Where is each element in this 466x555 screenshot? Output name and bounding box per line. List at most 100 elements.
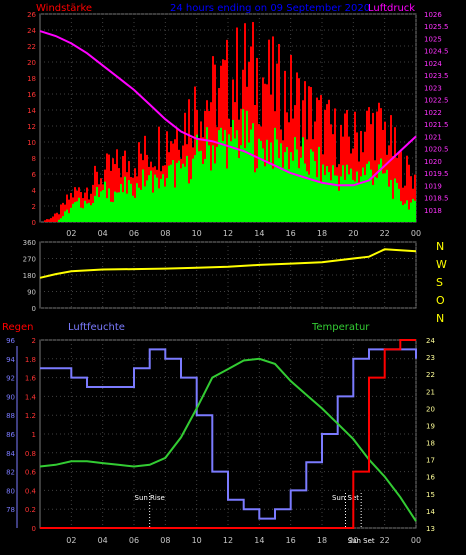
wind-bar bbox=[236, 130, 238, 222]
wind-bar bbox=[122, 192, 124, 222]
gust-bar bbox=[272, 36, 274, 223]
wind-bar bbox=[360, 176, 362, 222]
gust-bar bbox=[354, 111, 356, 222]
gust-bar bbox=[108, 154, 110, 222]
wind-bar bbox=[222, 141, 224, 222]
rain-humidity-temp-series bbox=[39, 339, 417, 529]
gust-bar bbox=[140, 153, 142, 222]
wind-bar bbox=[392, 198, 394, 222]
wind-bar bbox=[134, 197, 136, 222]
wind-bar bbox=[162, 174, 164, 222]
gust-bar bbox=[334, 108, 336, 222]
gust-bar bbox=[52, 216, 54, 222]
wind-bar bbox=[240, 145, 242, 222]
direction-tick-label: 360 bbox=[23, 239, 36, 247]
temperature-tick-label: 16 bbox=[426, 474, 435, 482]
wind-tick-label: 24 bbox=[27, 27, 36, 35]
wind-bar bbox=[138, 187, 140, 222]
wind-bar bbox=[190, 179, 192, 222]
gust-bar bbox=[110, 170, 112, 222]
wind-bar bbox=[228, 134, 230, 222]
wind-bar bbox=[232, 119, 234, 222]
wind-bar bbox=[188, 183, 190, 222]
wind-bar bbox=[178, 160, 180, 222]
wind-bar bbox=[68, 213, 70, 222]
gust-bar bbox=[60, 204, 62, 222]
wind-bar bbox=[366, 163, 368, 222]
rain-tick-label: 2 bbox=[32, 337, 36, 345]
wind-bar bbox=[374, 176, 376, 222]
direction-tick-label: 270 bbox=[23, 256, 36, 264]
gust-bar bbox=[324, 109, 326, 222]
rain-tick-label: 0.2 bbox=[25, 506, 36, 514]
temperature-tick-label: 17 bbox=[426, 457, 435, 465]
wind-bar bbox=[156, 177, 158, 222]
compass-label: S bbox=[436, 276, 443, 289]
wind-bar bbox=[362, 167, 364, 222]
wind-bar bbox=[400, 201, 402, 222]
wind-bar bbox=[350, 168, 352, 222]
gust-bar bbox=[210, 102, 212, 222]
direction-axis-ticks: 0 90 180 270 360 bbox=[23, 239, 36, 313]
wind-bar bbox=[96, 186, 98, 222]
pressure-axis-ticks: 1018 1018.5 1019 1019.5 1020 1020.5 1021 1021.5… bbox=[424, 11, 449, 215]
gust-bar bbox=[410, 176, 412, 222]
wind-bar bbox=[286, 147, 288, 222]
gust-bar bbox=[122, 156, 124, 222]
gust-bar bbox=[328, 99, 330, 222]
wind-bar bbox=[358, 183, 360, 222]
wind-bar bbox=[252, 123, 254, 222]
direction-grid bbox=[40, 241, 417, 309]
wind-bar bbox=[152, 192, 154, 222]
gust-bar bbox=[248, 61, 250, 222]
gust-bar bbox=[236, 27, 238, 222]
wind-bar bbox=[92, 202, 94, 222]
wind-bar bbox=[132, 195, 134, 222]
temperature-tick-label: 18 bbox=[426, 440, 435, 448]
x-tick-label: 20 bbox=[348, 536, 358, 545]
wind-bar bbox=[66, 209, 68, 222]
wind-bar bbox=[260, 140, 262, 222]
wind-bar bbox=[336, 175, 338, 222]
wind-bar bbox=[354, 181, 356, 222]
wind-bar bbox=[220, 127, 222, 222]
gust-bar bbox=[264, 83, 266, 223]
wind-bar bbox=[164, 186, 166, 222]
wind-bar bbox=[292, 160, 294, 222]
wind-tick-label: 22 bbox=[27, 43, 36, 51]
wind-bar bbox=[196, 134, 198, 222]
wind-bar bbox=[352, 179, 354, 222]
gust-bar bbox=[50, 218, 52, 222]
gust-bar bbox=[392, 156, 394, 222]
wind-bar bbox=[146, 180, 148, 222]
wind-tick-label: 14 bbox=[27, 107, 36, 115]
wind-bar bbox=[204, 158, 206, 222]
wind-bar bbox=[246, 110, 248, 222]
wind-bar bbox=[290, 152, 292, 222]
rain-humidity-temp-panel: Sun Rise Sun Set Sun Set 78 80 82 84 86 88 90 92 9… bbox=[6, 337, 435, 545]
wind-bar bbox=[404, 203, 406, 222]
wind-bar bbox=[280, 143, 282, 222]
wind-bar bbox=[74, 202, 76, 222]
wind-bar bbox=[172, 159, 174, 222]
gust-bar bbox=[44, 220, 46, 222]
wind-bar bbox=[86, 203, 88, 222]
rain-tick-label: 1.6 bbox=[25, 375, 37, 383]
wind-tick-label: 0 bbox=[32, 219, 36, 227]
wind-bar bbox=[250, 129, 252, 222]
wind-bar bbox=[324, 175, 326, 222]
x-tick-label: 22 bbox=[380, 536, 390, 545]
pressure-tick-label: 1023.5 bbox=[424, 72, 449, 80]
x-tick-label: 00 bbox=[411, 536, 421, 545]
x-tick-label: 14 bbox=[254, 536, 264, 545]
wind-bar bbox=[102, 190, 104, 222]
wind-bar bbox=[192, 158, 194, 222]
humidity-tick-label: 92 bbox=[6, 375, 15, 383]
humidity-tick-label: 96 bbox=[6, 337, 15, 345]
wind-bar bbox=[124, 176, 126, 222]
pressure-tick-label: 1020.5 bbox=[424, 146, 449, 154]
humidity-tick-label: 86 bbox=[6, 431, 15, 439]
gust-bar bbox=[48, 219, 50, 222]
